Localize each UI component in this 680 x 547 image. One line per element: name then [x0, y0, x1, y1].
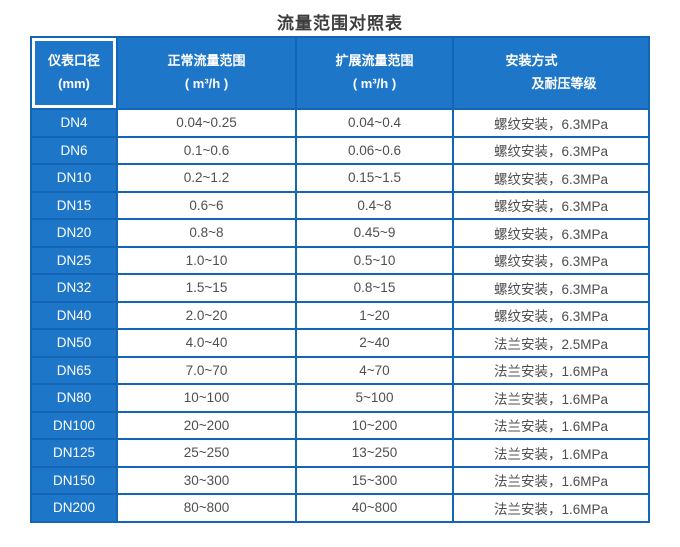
row-diameter-cell: DN4: [30, 108, 118, 138]
row-diameter-cell: DN65: [30, 355, 118, 385]
row-install-cell: 法兰安装，1.6MPa: [452, 493, 650, 523]
row-normal-flow-cell: 20~200: [116, 410, 297, 440]
row-normal-flow-cell: 4.0~40: [116, 328, 297, 358]
row-diameter-cell: DN40: [30, 300, 118, 330]
row-extended-flow-cell: 0.8~15: [295, 273, 454, 303]
row-diameter-cell: DN25: [30, 245, 118, 275]
table-row: DN80 10~100 5~100 法兰安装，1.6MPa: [30, 383, 650, 413]
header-extended-flow: 扩展流量范围 ( m³/h ): [295, 36, 454, 110]
row-diameter-cell: DN15: [30, 190, 118, 220]
row-install-cell: 螺纹安装，6.3MPa: [452, 218, 650, 248]
header-extended-flow-line1: 扩展流量范围: [335, 53, 414, 69]
header-normal-flow-line2: ( m³/h ): [184, 76, 229, 91]
header-meter-diameter-line1: 仪表口径: [47, 53, 100, 69]
row-normal-flow-cell: 10~100: [116, 383, 297, 413]
row-normal-flow-cell: 0.04~0.25: [116, 108, 297, 138]
row-diameter-cell: DN20: [30, 218, 118, 248]
row-install-cell: 法兰安装，1.6MPa: [452, 410, 650, 440]
row-normal-flow-cell: 0.2~1.2: [116, 163, 297, 193]
row-extended-flow-cell: 0.4~8: [295, 190, 454, 220]
row-diameter-cell: DN150: [30, 465, 118, 495]
row-extended-flow-cell: 5~100: [295, 383, 454, 413]
row-install-cell: 螺纹安装，6.3MPa: [452, 163, 650, 193]
row-diameter-cell: DN80: [30, 383, 118, 413]
row-install-cell: 螺纹安装，6.3MPa: [452, 190, 650, 220]
row-normal-flow-cell: 0.1~0.6: [116, 135, 297, 165]
table-row: DN10 0.2~1.2 0.15~1.5 螺纹安装，6.3MPa: [30, 163, 650, 193]
row-install-cell: 螺纹安装，6.3MPa: [452, 273, 650, 303]
row-install-cell: 螺纹安装，6.3MPa: [452, 135, 650, 165]
table-row: DN15 0.6~6 0.4~8 螺纹安装，6.3MPa: [30, 190, 650, 220]
row-extended-flow-cell: 0.15~1.5: [295, 163, 454, 193]
table-row: DN125 25~250 13~250 法兰安装，1.6MPa: [30, 438, 650, 468]
row-normal-flow-cell: 25~250: [116, 438, 297, 468]
row-normal-flow-cell: 0.8~8: [116, 218, 297, 248]
row-normal-flow-cell: 1.5~15: [116, 273, 297, 303]
table-row: DN150 30~300 15~300 法兰安装，1.6MPa: [30, 465, 650, 495]
row-diameter-cell: DN10: [30, 163, 118, 193]
row-install-cell: 法兰安装，2.5MPa: [452, 328, 650, 358]
table-row: DN40 2.0~20 1~20 螺纹安装，6.3MPa: [30, 300, 650, 330]
row-normal-flow-cell: 30~300: [116, 465, 297, 495]
row-install-cell: 法兰安装，1.6MPa: [452, 465, 650, 495]
table-body: DN4 0.04~0.25 0.04~0.4 螺纹安装，6.3MPa DN6 0.1~0.…: [30, 108, 650, 523]
row-normal-flow-cell: 1.0~10: [116, 245, 297, 275]
header-install-method-line2: 及耐压等级: [531, 76, 597, 91]
row-normal-flow-cell: 80~800: [116, 493, 297, 523]
row-extended-flow-cell: 15~300: [295, 465, 454, 495]
row-diameter-cell: DN32: [30, 273, 118, 303]
header-normal-flow-line1: 正常流量范围: [167, 53, 246, 69]
row-extended-flow-cell: 2~40: [295, 328, 454, 358]
header-meter-diameter: 仪表口径 (mm): [30, 36, 118, 110]
row-extended-flow-cell: 1~20: [295, 300, 454, 330]
row-install-cell: 法兰安装，1.6MPa: [452, 438, 650, 468]
table-row: DN200 80~800 40~800 法兰安装，1.6MPa: [30, 493, 650, 523]
table-row: DN100 20~200 10~200 法兰安装，1.6MPa: [30, 410, 650, 440]
row-diameter-cell: DN200: [30, 493, 118, 523]
row-extended-flow-cell: 0.04~0.4: [295, 108, 454, 138]
row-install-cell: 法兰安装，1.6MPa: [452, 383, 650, 413]
header-normal-flow: 正常流量范围 ( m³/h ): [116, 36, 297, 110]
row-normal-flow-cell: 0.6~6: [116, 190, 297, 220]
header-row: 仪表口径 (mm) 正常流量范围 ( m³/h ) 扩展流量范围 ( m³/h …: [30, 36, 650, 110]
table-row: DN25 1.0~10 0.5~10 螺纹安装，6.3MPa: [30, 245, 650, 275]
table-row: DN50 4.0~40 2~40 法兰安装，2.5MPa: [30, 328, 650, 358]
header-install-method-block: 安装方式 及耐压等级: [505, 50, 596, 96]
row-extended-flow-cell: 0.06~0.6: [295, 135, 454, 165]
flow-range-table: 仪表口径 (mm) 正常流量范围 ( m³/h ) 扩展流量范围 ( m³/h …: [30, 36, 650, 523]
table-row: DN32 1.5~15 0.8~15 螺纹安装，6.3MPa: [30, 273, 650, 303]
row-diameter-cell: DN100: [30, 410, 118, 440]
header-meter-diameter-line2: (mm): [58, 76, 90, 91]
table-row: DN20 0.8~8 0.45~9 螺纹安装，6.3MPa: [30, 218, 650, 248]
table-row: DN6 0.1~0.6 0.06~0.6 螺纹安装，6.3MPa: [30, 135, 650, 165]
row-normal-flow-cell: 2.0~20: [116, 300, 297, 330]
row-diameter-cell: DN50: [30, 328, 118, 358]
row-install-cell: 螺纹安装，6.3MPa: [452, 300, 650, 330]
header-install-method-line1: 安装方式: [505, 53, 558, 69]
header-install-method: 安装方式 及耐压等级: [452, 36, 650, 110]
row-extended-flow-cell: 13~250: [295, 438, 454, 468]
page-title: 流量范围对照表: [277, 14, 403, 33]
row-install-cell: 法兰安装，1.6MPa: [452, 355, 650, 385]
row-extended-flow-cell: 0.45~9: [295, 218, 454, 248]
row-install-cell: 螺纹安装，6.3MPa: [452, 245, 650, 275]
row-extended-flow-cell: 40~800: [295, 493, 454, 523]
table-row: DN4 0.04~0.25 0.04~0.4 螺纹安装，6.3MPa: [30, 108, 650, 138]
table-row: DN65 7.0~70 4~70 法兰安装，1.6MPa: [30, 355, 650, 385]
row-extended-flow-cell: 0.5~10: [295, 245, 454, 275]
row-install-cell: 螺纹安装，6.3MPa: [452, 108, 650, 138]
row-extended-flow-cell: 10~200: [295, 410, 454, 440]
row-extended-flow-cell: 4~70: [295, 355, 454, 385]
header-extended-flow-line2: ( m³/h ): [352, 76, 397, 91]
row-diameter-cell: DN125: [30, 438, 118, 468]
row-diameter-cell: DN6: [30, 135, 118, 165]
row-normal-flow-cell: 7.0~70: [116, 355, 297, 385]
